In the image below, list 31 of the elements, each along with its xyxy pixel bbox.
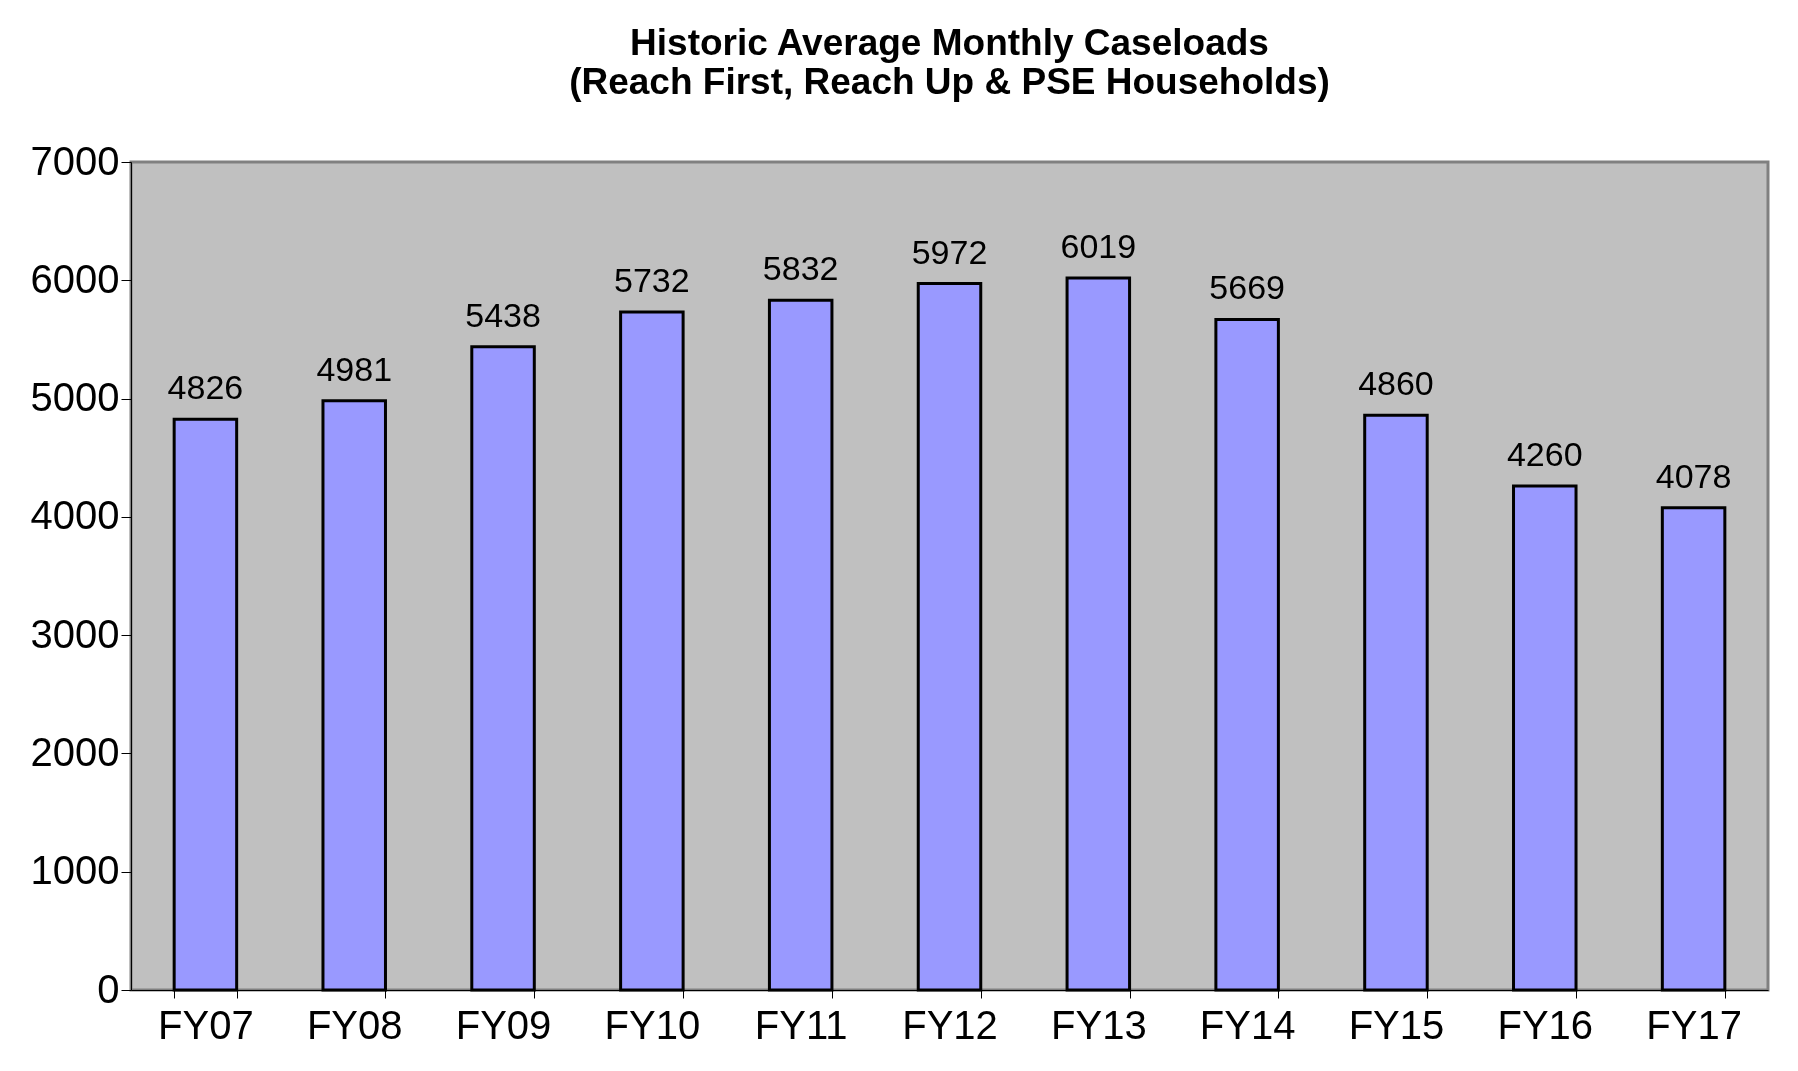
x-tick-label: FY09: [455, 1002, 552, 1047]
y-tick-label: 0: [97, 966, 120, 1011]
data-label: 5669: [1209, 268, 1285, 307]
data-label: 5832: [762, 249, 839, 288]
data-label: 4981: [316, 349, 393, 388]
x-tick-label: FY11: [754, 1002, 848, 1047]
x-tick-label: FY07: [158, 1002, 254, 1047]
x-tick-label: FY16: [1497, 1002, 1594, 1047]
x-tick-label: FY12: [902, 1002, 998, 1047]
x-tick-label: FY15: [1348, 1002, 1445, 1047]
y-tick-label: 1000: [30, 848, 120, 893]
x-tick-label: FY13: [1051, 1002, 1147, 1047]
y-tick-label: 3000: [30, 611, 120, 656]
x-tick-label: FY08: [306, 1002, 403, 1047]
x-tick-label: FY14: [1199, 1002, 1296, 1047]
data-label: 4860: [1358, 364, 1434, 403]
data-label: 4826: [167, 368, 244, 407]
chart-title: Historic Average Monthly Caseloads (Reach First, Reach Up & PSE Households): [569, 22, 1330, 102]
y-tick-label: 4000: [30, 493, 120, 538]
y-tick-label: 2000: [30, 729, 120, 774]
data-label: 5732: [614, 260, 690, 299]
y-tick-label: 5000: [30, 375, 120, 420]
data-label: 5972: [911, 232, 988, 271]
data-label: 4260: [1506, 435, 1583, 474]
x-tick-label: FY17: [1646, 1002, 1742, 1047]
y-tick-label: 7000: [30, 138, 120, 183]
data-label: 4078: [1655, 456, 1732, 495]
data-label: 6019: [1060, 227, 1137, 266]
x-tick-label: FY10: [604, 1002, 701, 1047]
y-tick-label: 6000: [30, 256, 120, 301]
data-label: 5438: [465, 295, 541, 334]
